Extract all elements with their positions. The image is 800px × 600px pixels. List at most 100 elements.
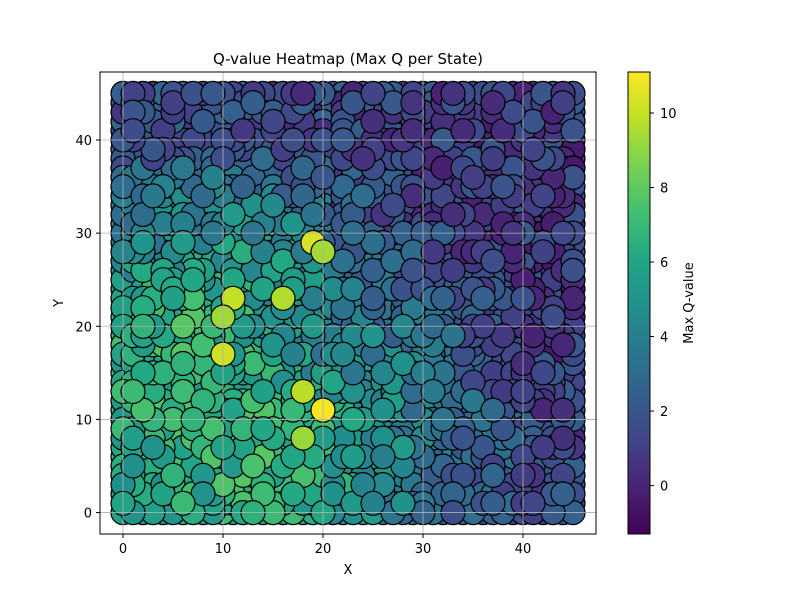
scatter-point bbox=[420, 378, 446, 405]
scatter-point bbox=[530, 360, 556, 386]
scatter-point bbox=[270, 285, 296, 311]
scatter-point bbox=[440, 257, 466, 283]
scatter-point bbox=[470, 285, 496, 311]
colorbar-ticks: 0 2 4 6 8 10 bbox=[650, 107, 677, 495]
scatter-point bbox=[440, 80, 466, 107]
scatter-point bbox=[550, 90, 576, 116]
scatter-point bbox=[290, 378, 316, 405]
x-tick-label: 30 bbox=[415, 542, 432, 557]
scatter-point bbox=[520, 323, 546, 349]
y-tick-label: 0 bbox=[84, 507, 92, 522]
scatter-point bbox=[170, 490, 196, 516]
scatter-point bbox=[450, 425, 476, 451]
plot-frame bbox=[99, 71, 597, 535]
colorbar-tick-label: 2 bbox=[660, 405, 668, 420]
y-tick-label: 20 bbox=[75, 320, 92, 335]
scatter-point bbox=[180, 267, 206, 293]
scatter-point bbox=[200, 80, 226, 107]
scatter-point bbox=[190, 108, 216, 135]
colorbar-tick-label: 10 bbox=[660, 107, 677, 122]
y-axis-ticks: 0 10 20 30 40 bbox=[75, 134, 100, 522]
scatter-point bbox=[290, 80, 316, 107]
scatter-point bbox=[360, 80, 386, 107]
scatter-point bbox=[300, 201, 326, 228]
scatter-point bbox=[480, 248, 506, 274]
x-axis-label: X bbox=[344, 563, 353, 578]
chart-title: Q-value Heatmap (Max Q per State) bbox=[213, 50, 483, 68]
scatter-point bbox=[550, 481, 576, 507]
scatter-point bbox=[550, 332, 576, 358]
scatter-point bbox=[480, 490, 506, 516]
y-tick-label: 30 bbox=[75, 227, 92, 242]
colorbar-tick-label: 0 bbox=[660, 480, 668, 495]
x-axis-ticks: 0 10 20 30 40 bbox=[119, 534, 531, 557]
scatter-point bbox=[490, 174, 516, 200]
scatter-point bbox=[160, 285, 186, 311]
scatter-point bbox=[140, 434, 166, 460]
scatter-point bbox=[250, 416, 276, 442]
scatter-point bbox=[450, 118, 476, 144]
scatter-point bbox=[170, 229, 196, 256]
colorbar-tick-label: 6 bbox=[660, 256, 668, 271]
scatter-point bbox=[160, 462, 186, 488]
scatter-point bbox=[340, 444, 366, 470]
scatter-point bbox=[350, 146, 376, 172]
scatter-point bbox=[400, 90, 426, 116]
scatter-point bbox=[560, 118, 586, 144]
scatter-point bbox=[370, 444, 396, 470]
x-tick-label: 10 bbox=[215, 542, 232, 557]
scatter-point bbox=[290, 425, 316, 451]
scatter-point bbox=[420, 239, 446, 265]
scatter-point bbox=[170, 155, 196, 181]
y-axis-label: Y bbox=[52, 299, 67, 308]
colorbar bbox=[627, 71, 651, 535]
scatter-point bbox=[440, 201, 466, 228]
scatter-point bbox=[260, 108, 286, 135]
scatter-point bbox=[520, 136, 546, 162]
scatter-point bbox=[480, 397, 506, 423]
colorbar-tick-label: 4 bbox=[660, 331, 668, 346]
scatter-point bbox=[230, 174, 256, 200]
scatter-point bbox=[480, 146, 506, 172]
scatter-point bbox=[220, 201, 246, 228]
y-tick-label: 40 bbox=[75, 134, 92, 149]
scatter-point bbox=[460, 164, 486, 190]
scatter-point bbox=[360, 108, 386, 135]
scatter-point bbox=[240, 90, 266, 116]
scatter-point bbox=[280, 481, 306, 507]
x-tick-label: 40 bbox=[515, 542, 532, 557]
scatter-point bbox=[360, 490, 386, 516]
scatter-point bbox=[380, 192, 406, 218]
scatter-point bbox=[360, 323, 386, 349]
x-tick-label: 0 bbox=[119, 542, 127, 557]
scatter-point bbox=[120, 118, 146, 144]
y-tick-label: 10 bbox=[75, 413, 92, 428]
colorbar-label: Max Q-value bbox=[682, 262, 697, 343]
scatter-point bbox=[330, 341, 356, 367]
scatter-point bbox=[260, 192, 286, 218]
scatter-point bbox=[250, 378, 276, 405]
scatter-point bbox=[200, 164, 226, 190]
scatter-point bbox=[530, 183, 556, 209]
scatter-point bbox=[430, 285, 456, 311]
scatter-point bbox=[170, 350, 196, 377]
scatter-point bbox=[540, 304, 566, 330]
scatter-point bbox=[350, 183, 376, 209]
scatter-points bbox=[110, 80, 586, 526]
scatter-point bbox=[550, 397, 576, 423]
scatter-point bbox=[360, 285, 386, 311]
scatter-point bbox=[370, 397, 396, 423]
scatter-point bbox=[390, 490, 416, 516]
scatter-point bbox=[400, 257, 426, 283]
scatter-point bbox=[560, 257, 586, 283]
gridlines bbox=[100, 72, 596, 534]
scatter-point bbox=[230, 118, 256, 144]
scatter-point bbox=[240, 453, 266, 479]
scatter-point bbox=[140, 183, 166, 209]
scatter-point bbox=[120, 378, 146, 405]
scatter-point bbox=[520, 490, 546, 516]
scatter-point bbox=[530, 434, 556, 460]
scatter-point bbox=[400, 118, 426, 144]
colorbar-tick-label: 8 bbox=[660, 182, 668, 197]
